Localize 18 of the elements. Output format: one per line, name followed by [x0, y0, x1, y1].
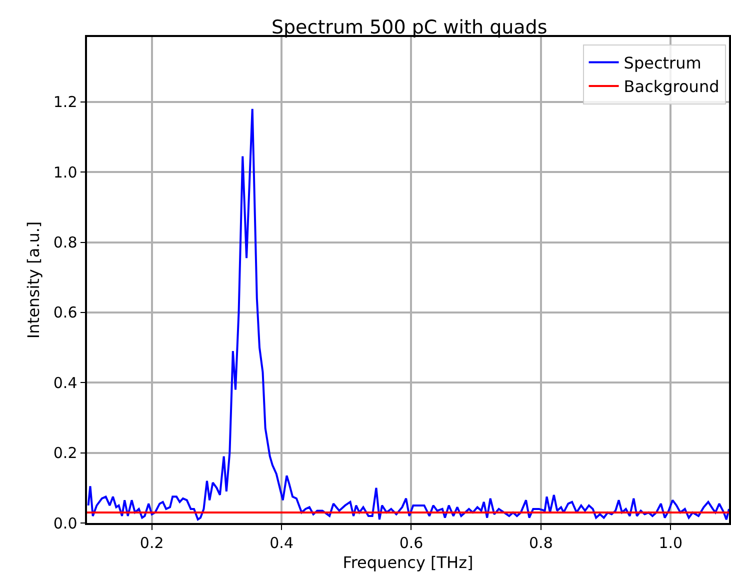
x-tick-label: 0.4	[270, 534, 294, 552]
legend-label: Background	[624, 77, 720, 96]
x-tick-label: 0.8	[529, 534, 553, 552]
x-tick-label: 1.0	[658, 534, 683, 552]
y-tick-label: 0.2	[53, 444, 78, 462]
y-tick-label: 0.6	[53, 304, 78, 322]
y-tick-label: 0.0	[53, 514, 78, 532]
x-axis-title: Frequency [THz]	[342, 552, 474, 572]
chart-title: Spectrum 500 pC with quads	[271, 16, 548, 38]
y-tick-label: 0.8	[53, 234, 78, 252]
x-tick-label: 0.2	[140, 534, 164, 552]
y-axis-title: Intensity [a.u.]	[24, 221, 43, 339]
x-tick-label: 0.6	[399, 534, 424, 552]
y-tick-label: 0.4	[53, 374, 78, 392]
legend-label: Spectrum	[624, 53, 702, 72]
y-tick-label: 1.2	[53, 93, 78, 112]
line-series	[87, 108, 729, 520]
y-tick-label: 1.0	[53, 163, 78, 182]
